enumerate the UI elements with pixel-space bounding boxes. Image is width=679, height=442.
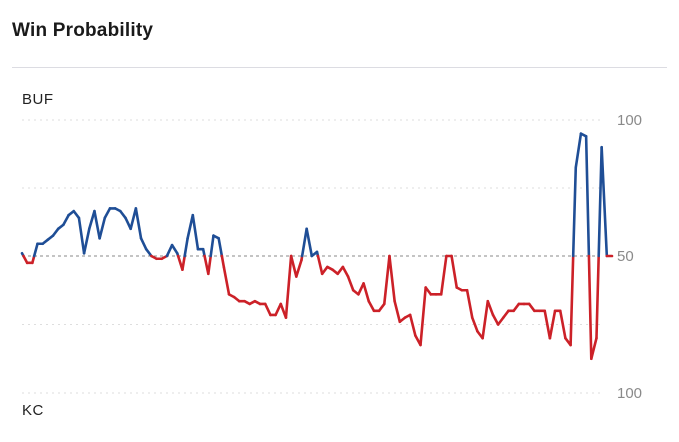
wp-segment-31b bbox=[183, 237, 189, 258]
wp-segment-58 bbox=[320, 265, 329, 276]
wp-segment-77 bbox=[419, 286, 427, 347]
chart-title: Win Probability bbox=[12, 20, 154, 41]
wp-segment-15 bbox=[98, 216, 107, 240]
wp-segment-24 bbox=[144, 247, 153, 258]
wp-segment-32 bbox=[186, 213, 195, 240]
wp-segment-91 bbox=[491, 313, 500, 326]
wp-segment-111a bbox=[595, 254, 600, 340]
wp-segment-54b bbox=[300, 227, 308, 258]
wp-segment-53 bbox=[294, 258, 303, 278]
wp-segment-106a bbox=[569, 254, 575, 347]
wp-segment-90 bbox=[486, 299, 495, 317]
wp-segment-92 bbox=[496, 316, 505, 326]
wp-segment-70 bbox=[382, 254, 391, 306]
wp-segment-47 bbox=[263, 302, 272, 317]
wp-segment-16 bbox=[103, 207, 112, 220]
wp-segment-11 bbox=[77, 216, 86, 255]
wp-segment-111b bbox=[597, 145, 603, 258]
wp-segment-81 bbox=[439, 254, 448, 296]
wp-segment-109a bbox=[584, 135, 591, 258]
wp-segment-23 bbox=[139, 237, 148, 251]
wp-segment-104 bbox=[558, 309, 567, 340]
wp-segment-65 bbox=[357, 282, 365, 296]
wp-segment-86 bbox=[465, 288, 474, 319]
wp-segment-38b bbox=[220, 254, 226, 269]
wp-segment-55 bbox=[305, 227, 314, 258]
wp-segment-101 bbox=[543, 309, 552, 340]
wp-segment-106b bbox=[571, 166, 578, 258]
wp-segment-78 bbox=[424, 286, 433, 296]
team-label-bottom: KC bbox=[22, 402, 44, 419]
wp-segment-107 bbox=[574, 132, 583, 169]
y-tick-label-2: 100 bbox=[617, 385, 642, 402]
team-label-top: BUF bbox=[22, 91, 54, 108]
wp-segment-71 bbox=[388, 254, 396, 303]
wp-segment-95 bbox=[512, 302, 521, 313]
wp-segment-14 bbox=[93, 209, 101, 240]
wp-segment-49 bbox=[274, 302, 283, 317]
wp-segment-22 bbox=[134, 207, 143, 240]
wp-segment-51 bbox=[284, 254, 293, 319]
title-divider bbox=[12, 67, 667, 68]
wp-segment-12 bbox=[82, 227, 91, 255]
wp-segment-69 bbox=[377, 302, 386, 313]
wp-segment-21 bbox=[129, 207, 138, 231]
wp-segment-31a bbox=[181, 254, 186, 272]
wp-segment-93 bbox=[502, 309, 510, 319]
y-tick-label-1: 50 bbox=[617, 248, 634, 265]
wp-segment-66 bbox=[362, 282, 371, 303]
wp-segment-109b bbox=[587, 254, 593, 361]
wp-segment-2b bbox=[32, 242, 39, 258]
wp-segment-102 bbox=[548, 309, 557, 340]
wp-segment-8 bbox=[62, 213, 70, 227]
wp-segment-13 bbox=[87, 209, 96, 231]
wp-segment-112 bbox=[600, 145, 609, 258]
wp-segment-52 bbox=[289, 254, 298, 278]
wp-segment-87 bbox=[470, 316, 479, 333]
wp-segment-89 bbox=[481, 299, 490, 340]
wp-segment-29 bbox=[170, 243, 179, 255]
wp-segment-6 bbox=[51, 227, 60, 237]
wp-segment-72 bbox=[393, 299, 402, 324]
wp-segment-110 bbox=[589, 336, 598, 361]
wp-segment-62 bbox=[341, 265, 350, 278]
wp-segment-67 bbox=[367, 299, 376, 313]
wp-segment-75 bbox=[408, 313, 417, 337]
y-tick-label-0: 100 bbox=[617, 112, 642, 129]
wp-segment-63 bbox=[346, 275, 355, 292]
wp-segment-33 bbox=[191, 213, 200, 251]
wp-segment-83 bbox=[450, 254, 459, 289]
wp-segment-10 bbox=[72, 209, 81, 220]
wp-segment-98 bbox=[527, 302, 536, 313]
wp-segment-39 bbox=[222, 265, 231, 296]
wp-segment-28 bbox=[165, 243, 174, 258]
wp-segment-36a bbox=[207, 254, 213, 276]
wp-segment-36b bbox=[209, 234, 215, 258]
wp-segment-57b bbox=[316, 254, 324, 276]
wp-segment-19 bbox=[119, 209, 127, 220]
wp-segment-38a bbox=[217, 237, 224, 258]
wp-segment-61 bbox=[336, 265, 345, 276]
